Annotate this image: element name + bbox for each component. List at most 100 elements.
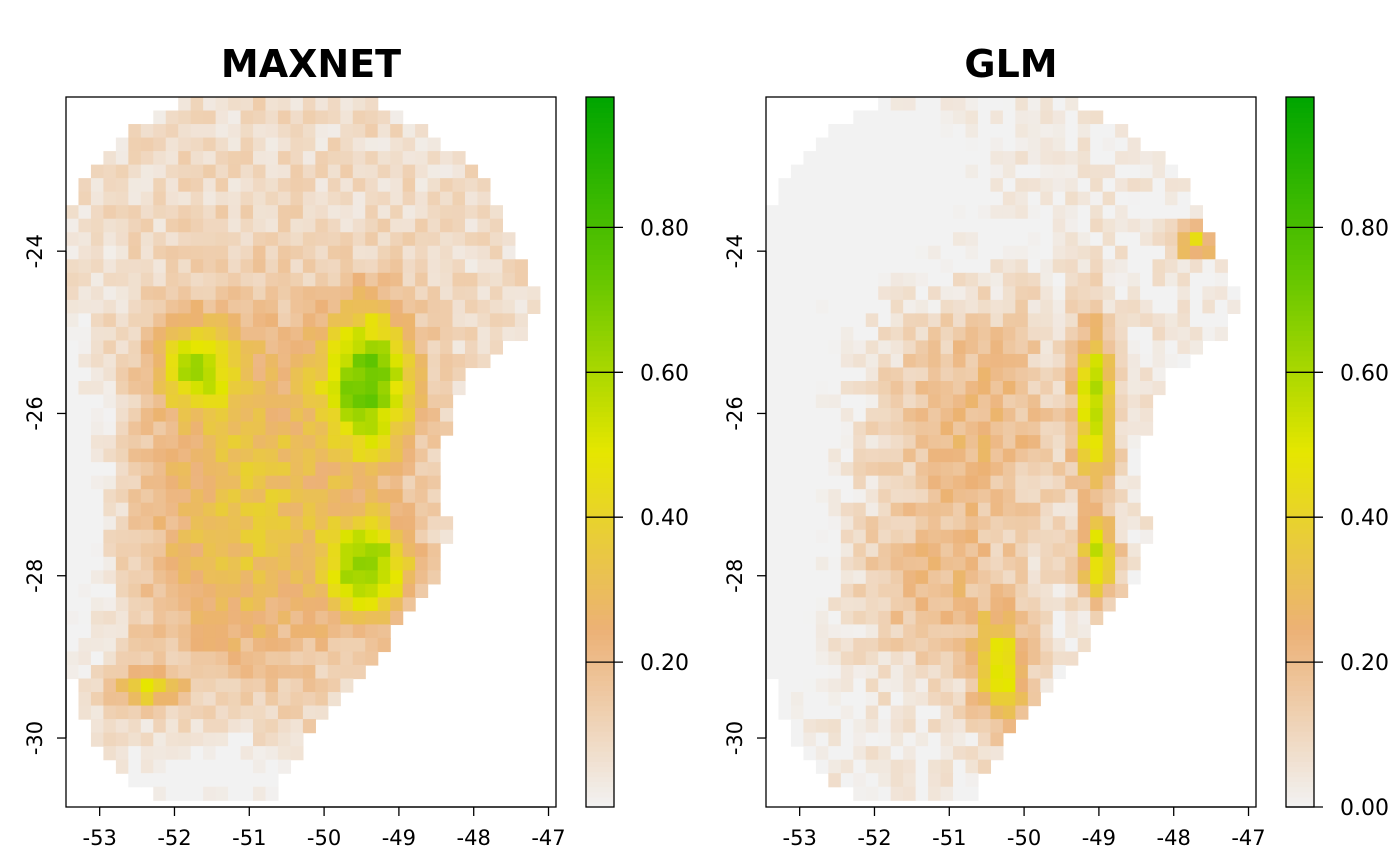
raster-cell xyxy=(253,421,267,436)
raster-cell xyxy=(128,245,142,260)
raster-cell xyxy=(853,637,867,653)
raster-cell xyxy=(890,353,904,369)
raster-cell xyxy=(265,367,279,382)
raster-cell xyxy=(953,381,967,396)
raster-cell xyxy=(103,556,117,571)
raster-cell xyxy=(865,245,879,260)
raster-cell xyxy=(1127,435,1141,450)
raster-cell xyxy=(190,408,204,423)
raster-cell xyxy=(190,326,204,342)
raster-cell xyxy=(840,651,854,666)
raster-cell xyxy=(977,394,992,409)
raster-cell xyxy=(165,732,179,747)
raster-cell xyxy=(190,692,204,707)
raster-cell xyxy=(240,529,254,544)
colorbar-strip xyxy=(586,761,614,768)
colorbar-strip xyxy=(1286,563,1314,570)
raster-cell xyxy=(190,124,204,139)
raster-cell xyxy=(828,218,842,233)
raster-cell xyxy=(365,299,379,314)
raster-cell xyxy=(878,421,892,436)
raster-cell xyxy=(90,218,105,233)
raster-cell xyxy=(803,259,817,274)
raster-cell xyxy=(178,97,192,112)
raster-cell xyxy=(228,502,242,517)
colorbar-strip xyxy=(586,452,614,458)
raster-cell xyxy=(203,516,217,531)
raster-cell xyxy=(940,759,954,774)
raster-cell xyxy=(828,475,842,490)
raster-cell xyxy=(1115,529,1129,544)
raster-cell xyxy=(1152,164,1166,179)
raster-cell xyxy=(140,719,154,734)
raster-cell xyxy=(365,340,379,355)
raster-cell xyxy=(140,178,154,193)
raster-cell xyxy=(903,597,917,612)
raster-cell xyxy=(527,286,541,301)
raster-cell xyxy=(128,218,142,233)
raster-cell xyxy=(228,259,242,274)
raster-cell xyxy=(890,719,904,734)
maxnet-raster xyxy=(66,97,541,801)
raster-cell xyxy=(1090,516,1104,531)
raster-cell xyxy=(1090,408,1104,423)
raster-cell xyxy=(890,583,904,598)
raster-cell xyxy=(277,259,292,274)
raster-cell xyxy=(878,489,892,504)
raster-cell xyxy=(915,164,929,179)
raster-cell xyxy=(390,272,404,287)
raster-cell xyxy=(178,665,192,680)
raster-cell xyxy=(153,529,167,544)
raster-cell xyxy=(415,583,429,598)
raster-cell xyxy=(1065,556,1079,571)
raster-cell xyxy=(253,597,267,612)
raster-cell xyxy=(1065,205,1079,220)
raster-cell xyxy=(815,746,829,761)
raster-cell xyxy=(928,475,942,490)
raster-cell xyxy=(190,624,204,639)
raster-cell xyxy=(1002,421,1016,436)
raster-cell xyxy=(165,232,179,247)
raster-cell xyxy=(928,353,942,369)
colorbar-strip xyxy=(1286,370,1314,377)
colorbar-strip xyxy=(586,406,614,413)
raster-cell xyxy=(377,381,391,396)
colorbar-strip xyxy=(1286,107,1314,113)
raster-cell xyxy=(853,475,867,490)
raster-cell xyxy=(128,543,142,558)
raster-cell xyxy=(215,516,229,531)
raster-cell xyxy=(115,448,129,463)
raster-cell xyxy=(315,475,329,490)
raster-cell xyxy=(377,421,391,436)
raster-cell xyxy=(1140,394,1154,409)
raster-cell xyxy=(103,164,117,179)
raster-cell xyxy=(915,759,929,774)
raster-cell xyxy=(90,353,105,369)
raster-cell xyxy=(402,245,416,260)
raster-cell xyxy=(766,435,780,450)
raster-cell xyxy=(165,326,179,342)
raster-cell xyxy=(790,178,805,193)
raster-cell xyxy=(1002,191,1016,206)
raster-cell xyxy=(315,191,329,206)
raster-cell xyxy=(253,218,267,233)
raster-cell xyxy=(965,610,979,626)
raster-cell xyxy=(203,313,217,328)
raster-cell xyxy=(228,421,242,436)
raster-cell xyxy=(165,624,179,639)
raster-cell xyxy=(1177,205,1191,220)
raster-cell xyxy=(253,489,267,504)
raster-cell xyxy=(990,218,1004,233)
raster-cell xyxy=(940,97,954,112)
colorbar-strip xyxy=(1286,269,1314,276)
raster-cell xyxy=(78,516,92,531)
raster-cell xyxy=(415,124,429,139)
glm-colorbar: 0.000.200.400.600.80 xyxy=(1285,96,1389,821)
colorbar-strip xyxy=(1286,289,1314,296)
colorbar-strip xyxy=(586,492,614,499)
raster-cell xyxy=(1090,218,1104,233)
colorbar-strip xyxy=(1286,183,1314,189)
raster-cell xyxy=(253,570,267,585)
raster-cell xyxy=(778,232,792,247)
raster-cell xyxy=(90,556,105,571)
